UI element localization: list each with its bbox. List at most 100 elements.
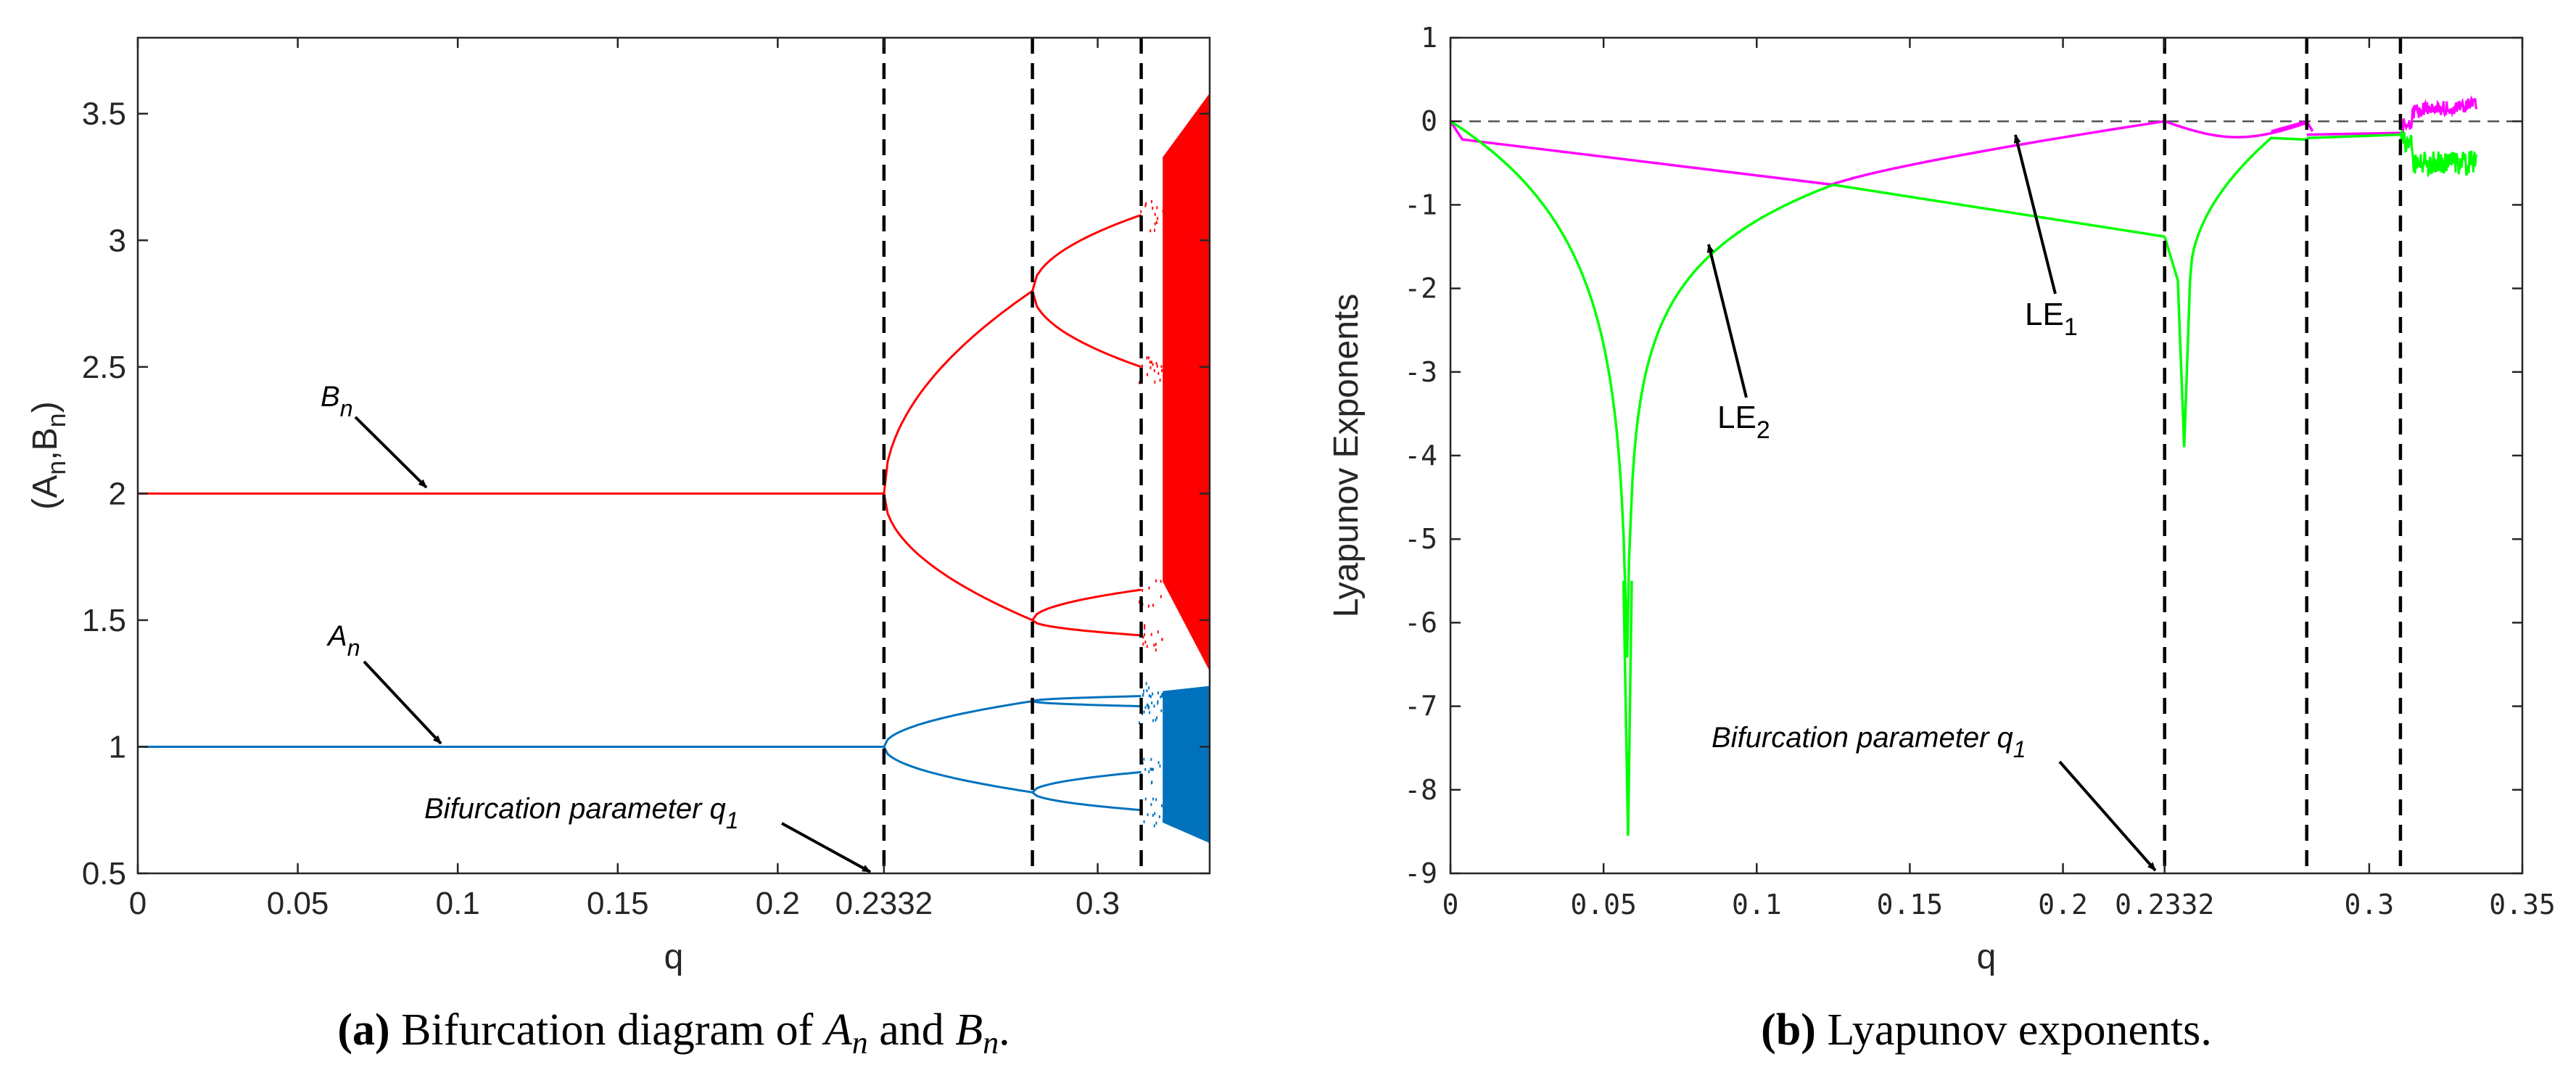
- a-transition-dot: [1154, 369, 1155, 372]
- b-xtick-label: 0: [1442, 889, 1459, 921]
- a-transition-dot: [1160, 595, 1162, 598]
- a-transition-dot: [1154, 825, 1155, 828]
- b-xtick-label: 0.3: [2345, 889, 2395, 921]
- a-transition-dot: [1150, 803, 1152, 806]
- a-ytick-label: 2.5: [82, 350, 126, 385]
- a-transition-dot: [1155, 580, 1157, 582]
- a-period4-branch: [1033, 291, 1142, 367]
- b-le2-arrow: [1709, 244, 1746, 398]
- a-transition-dot: [1161, 638, 1163, 641]
- a-transition-dot: [1142, 365, 1143, 368]
- a-transition-dot: [1152, 768, 1154, 771]
- b-bif-arrow: [2060, 762, 2155, 870]
- a-transition-dot: [1157, 630, 1159, 633]
- caption-b: (b) Lyapunov exponents.: [1761, 1005, 2212, 1055]
- b-le1-chaos: [2400, 99, 2477, 133]
- a-transition-dot: [1142, 589, 1143, 592]
- b-ytick-label: -5: [1404, 523, 1437, 555]
- a-transition-dot: [1142, 693, 1144, 696]
- a-transition-dot: [1145, 706, 1147, 709]
- a-ytick-label: 0.5: [82, 856, 126, 891]
- a-period2-branch: [884, 291, 1033, 493]
- figure: 0 0.05 0.1 0.15 0.2 0.2332 0.30.511.522.533.5 …: [0, 0, 2576, 1083]
- a-transition-dot: [1153, 704, 1155, 707]
- a-transition-dot: [1149, 229, 1151, 232]
- a-period4-branch: [1033, 792, 1142, 810]
- a-ytick-label: 1.5: [82, 603, 126, 638]
- a-transition-dot: [1157, 217, 1158, 220]
- a-transition-dot: [1154, 381, 1155, 384]
- b-ytick-label: -7: [1404, 691, 1437, 722]
- a-transition-dot: [1150, 695, 1152, 698]
- a-bif-label: Bifurcation parameter q1: [424, 793, 739, 833]
- a-transition-dot: [1159, 815, 1160, 818]
- a-transition-dot: [1151, 633, 1152, 636]
- a-transition-dot: [1156, 221, 1157, 224]
- a-transition-dot: [1152, 814, 1154, 817]
- b-le1-label: LE1: [2025, 297, 2078, 341]
- a-transition-dot: [1155, 643, 1157, 646]
- a-transition-dot: [1143, 689, 1144, 692]
- a-period4-branch: [1033, 696, 1142, 701]
- a-transition-dot: [1155, 223, 1156, 226]
- a-transition-dot: [1148, 770, 1149, 773]
- a-transition-dot: [1160, 580, 1162, 582]
- a-transition-dot: [1154, 812, 1155, 815]
- a-ticks: 0 0.05 0.1 0.15 0.2 0.2332 0.30.511.522.533.5: [82, 38, 1210, 921]
- a-transition-dot: [1152, 693, 1153, 696]
- a-period4-branch: [1033, 701, 1142, 707]
- a-ytick-label: 3: [109, 223, 126, 258]
- panel-b-lyapunov: 0 0.05 0.1 0.15 0.2 0.2332 0.3 0.35 -9 -8 -7 -6 -5 -4…: [1327, 22, 2556, 976]
- a-transition-dot: [1160, 365, 1162, 368]
- a-transition-dot: [1152, 797, 1154, 800]
- a-transition-dot: [1153, 643, 1155, 646]
- a-transition-dot: [1155, 798, 1157, 801]
- a-transition-dot: [1144, 627, 1145, 630]
- a-transition-dot: [1147, 645, 1148, 648]
- b-le2-label: LE2: [1717, 400, 1770, 444]
- b-ytick-label: -6: [1404, 606, 1437, 638]
- a-transition-dot: [1152, 604, 1154, 606]
- a-transition-dot: [1156, 206, 1157, 209]
- a-transition-dot: [1150, 767, 1152, 770]
- b-bif-label: Bifurcation parameter q1: [1712, 722, 2026, 762]
- a-xlabel: q: [664, 938, 684, 976]
- a-transition-dot: [1148, 587, 1149, 590]
- b-xtick-label: 0.05: [1570, 889, 1637, 921]
- a-transition-dot: [1149, 694, 1150, 697]
- a-period4-branch: [1033, 215, 1142, 291]
- a-transition-dot: [1151, 200, 1152, 203]
- a-transition-dot: [1144, 768, 1146, 771]
- a-xtick-label: 0.15: [587, 886, 649, 921]
- a-transition-dot: [1157, 691, 1159, 694]
- a-transition-dot: [1146, 689, 1147, 692]
- a-transition-dot: [1147, 704, 1148, 707]
- a-transition-dot: [1151, 701, 1152, 704]
- a-xtick-label: 0.3: [1076, 886, 1120, 921]
- a-transition-dot: [1155, 822, 1157, 825]
- a-ytick-label: 1: [109, 729, 126, 765]
- a-transition-dot: [1151, 781, 1152, 783]
- b-ylabel: Lyapunov Exponents: [1327, 294, 1366, 618]
- a-an-label: An: [326, 620, 360, 661]
- a-period4-branch: [1033, 772, 1142, 792]
- a-transition-dot: [1149, 711, 1150, 714]
- b-ticks: 0 0.05 0.1 0.15 0.2 0.2332 0.3 0.35-9-8-7-6-5-4…: [1404, 22, 2556, 921]
- a-transition-dot: [1149, 366, 1151, 369]
- a-bn-label: Bn: [321, 381, 352, 421]
- a-an-arrow: [364, 662, 441, 744]
- b-ytick-label: 0: [1421, 105, 1437, 137]
- a-transition-dot: [1152, 719, 1154, 722]
- b-xtick-label: 0.2332: [2115, 889, 2214, 921]
- b-ytick-label: -8: [1404, 774, 1437, 806]
- a-transition-dot: [1157, 372, 1159, 375]
- a-transition-dot: [1144, 641, 1146, 643]
- a-transition-dot: [1144, 820, 1145, 823]
- a-xtick-label: 0: [129, 886, 146, 921]
- svg-text:(An,Bn): (An,Bn): [26, 401, 71, 509]
- a-transition-dot: [1144, 710, 1145, 713]
- a-period2-branch: [884, 493, 1033, 620]
- a-transition-dot: [1155, 719, 1157, 722]
- a-xtick-label: 0.1: [436, 886, 480, 921]
- b-ytick-label: 1: [1421, 22, 1437, 54]
